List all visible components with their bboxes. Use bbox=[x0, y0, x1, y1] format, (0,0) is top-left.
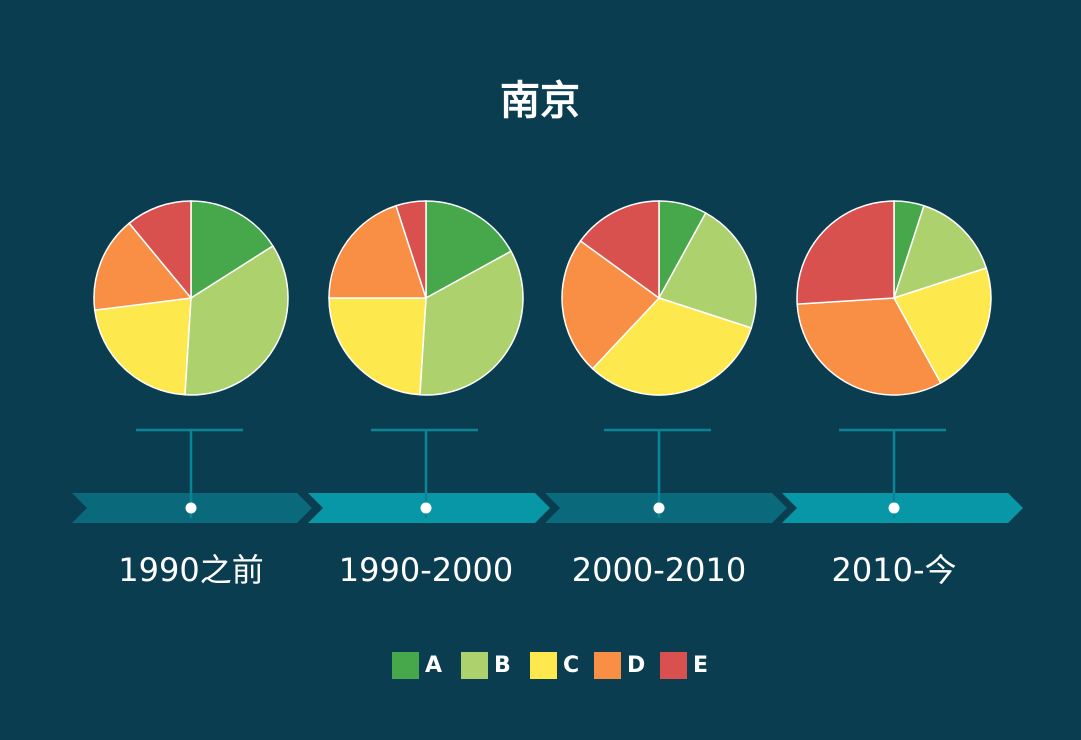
legend-label: C bbox=[563, 653, 579, 678]
legend-label: E bbox=[693, 653, 708, 678]
pie-slice bbox=[128, 200, 192, 301]
timeline-dot bbox=[888, 502, 900, 514]
pie-slice bbox=[184, 244, 289, 396]
chart-title: 南京 bbox=[500, 78, 580, 124]
pie-slice bbox=[190, 200, 274, 300]
pie-slice bbox=[591, 297, 753, 396]
pie-slice bbox=[657, 211, 757, 329]
period-label: 1990之前 bbox=[118, 551, 263, 589]
legend-swatch bbox=[530, 652, 557, 679]
period-label: 2010-今 bbox=[832, 551, 957, 589]
pie-slice bbox=[796, 297, 942, 396]
legend-swatch bbox=[392, 652, 419, 679]
pie-slice bbox=[892, 267, 992, 385]
legend-label: B bbox=[494, 653, 511, 678]
period-label: 2000-2010 bbox=[572, 551, 746, 589]
pie-slice bbox=[328, 204, 428, 299]
pie-slice bbox=[93, 297, 192, 396]
legend-swatch bbox=[594, 652, 621, 679]
pie-slice bbox=[796, 200, 895, 305]
period-label: 1990-2000 bbox=[339, 551, 513, 589]
timeline-dot bbox=[420, 502, 432, 514]
timeline-dot bbox=[653, 502, 665, 514]
timeline-dot bbox=[185, 502, 197, 514]
pie-slice bbox=[328, 297, 427, 396]
timeline-arrow bbox=[782, 493, 1023, 523]
legend-label: A bbox=[425, 653, 442, 678]
pie-slice bbox=[395, 200, 427, 299]
legend-swatch bbox=[461, 652, 488, 679]
pie-slice bbox=[93, 222, 193, 311]
pie-slice bbox=[425, 200, 513, 300]
legend-swatch bbox=[660, 652, 687, 679]
pie-slice bbox=[579, 200, 660, 300]
legend-label: D bbox=[627, 653, 645, 678]
timeline-arrow bbox=[545, 493, 787, 523]
pie-slice bbox=[419, 250, 524, 396]
pie-slice bbox=[561, 239, 661, 370]
